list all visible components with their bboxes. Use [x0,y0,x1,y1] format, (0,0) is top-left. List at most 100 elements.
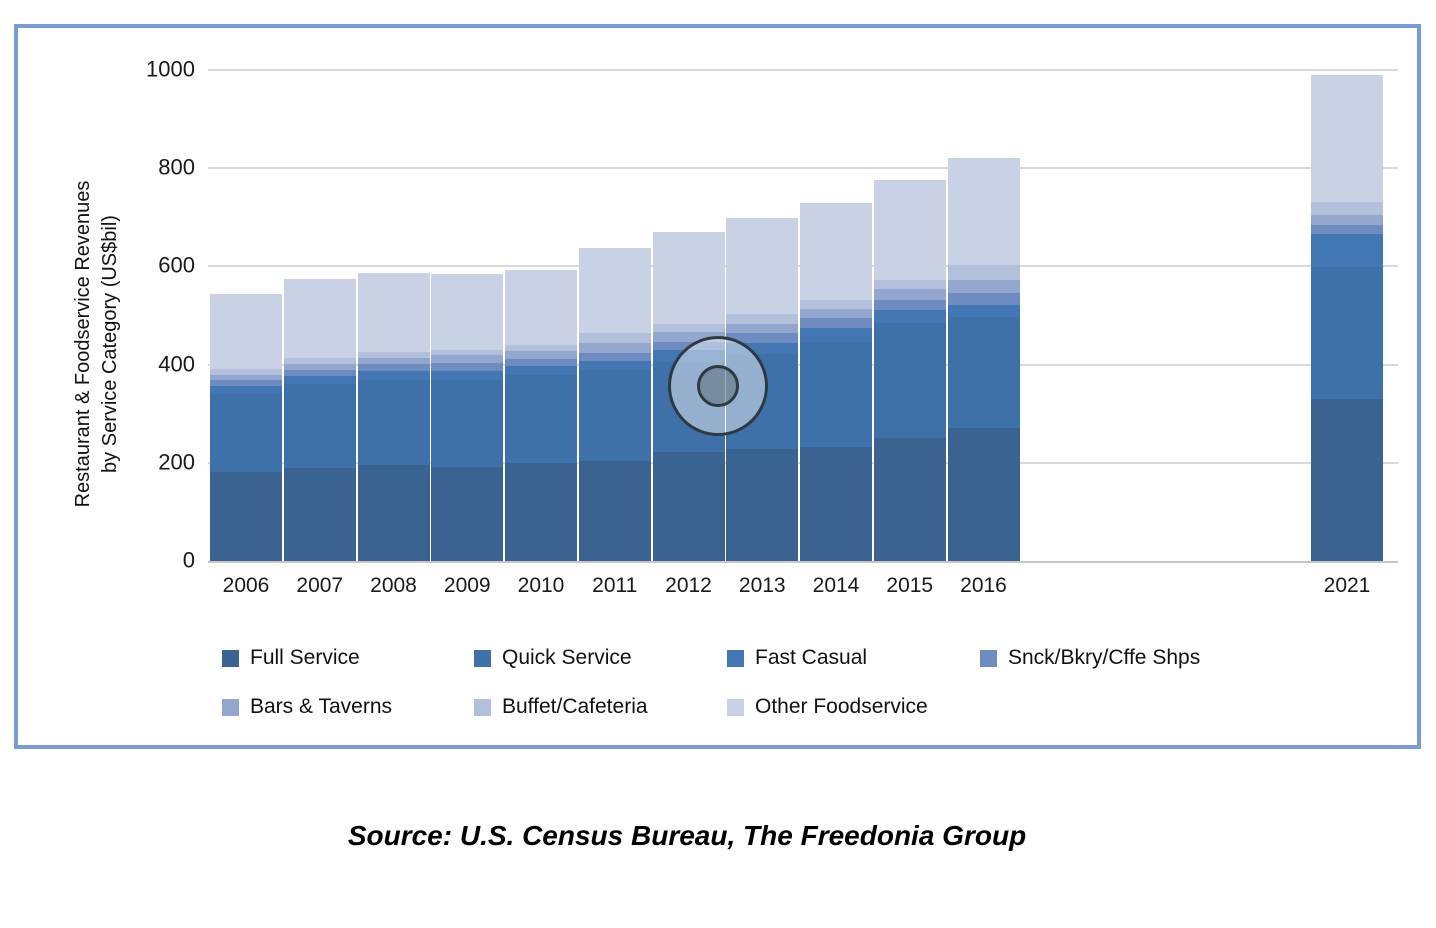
y-tick-label-600: 600 [158,252,195,278]
bar-segment-2016-fast-casual [947,305,1020,318]
bar-segment-2016-quick-service [947,317,1020,428]
bar-segment-2013-fast-casual [726,342,799,354]
bar-segment-2008-fast-casual [357,370,430,381]
legend-label: Fast Casual [755,646,868,669]
legend-item-quick-service: Quick Service [474,646,632,669]
bar-segment-2011-bars-taverns [578,342,651,353]
bar-segment-2016-buffet-cafeteria [947,265,1020,281]
bar-segment-2008-snck-bkry-cffe-shps [357,363,430,371]
bar-segment-2009-snck-bkry-cffe-shps [431,363,504,371]
x-axis-label-2014: 2014 [812,574,860,597]
bar-segment-2009-full-service [431,466,504,561]
legend-swatch-icon [980,649,997,667]
bar-segment-2010-buffet-cafeteria [505,344,577,351]
bar-segment-2009-bars-taverns [431,355,504,364]
bar-segment-2010-full-service [505,462,577,561]
bar-segment-2012-full-service [652,452,725,561]
y-tick-label-400: 400 [158,351,195,377]
bar-segment-2014-bars-taverns [800,308,872,318]
bar-segment-2021-buffet-cafeteria [1311,202,1383,216]
x-axis-label-2006: 2006 [222,574,270,597]
x-axis-label-2009: 2009 [443,574,491,597]
bar-segment-2007-full-service [283,467,356,561]
bar-segment-2010-other-foodservice [505,270,577,345]
bar-segment-2007-buffet-cafeteria [283,357,356,364]
legend-label: Bars & Taverns [250,695,393,718]
legend-item-bars-taverns: Bars & Taverns [222,695,393,718]
bar-segment-2011-snck-bkry-cffe-shps [578,352,651,361]
bar-segment-2008-other-foodservice [357,272,430,353]
bar-segment-2008-buffet-cafeteria [357,352,430,358]
bar-segment-2016-full-service [947,427,1020,561]
x-axis-label-2012: 2012 [665,574,712,597]
y-tick-label-0: 0 [182,547,195,573]
bar-segment-2006-full-service [210,472,282,561]
x-axis-label-2016: 2016 [960,574,1007,597]
x-axis-label-2021: 2021 [1323,574,1371,597]
legend-label: Buffet/Cafeteria [502,695,648,718]
bar-segment-2011-full-service [578,460,651,561]
bar-segment-2006-fast-casual [210,386,282,394]
x-axis-line [208,561,1398,563]
bar-segment-2011-buffet-cafeteria [578,332,651,343]
bar-segment-2010-quick-service [505,375,577,463]
legend-label: Snck/Bkry/Cffe Shps [1008,646,1201,669]
bar-segment-2015-fast-casual [873,310,946,323]
bar-segment-2021-other-foodservice [1311,74,1383,203]
bar-segment-2015-quick-service [873,322,946,439]
x-axis-label-2011: 2011 [592,574,638,597]
bar-segment-2013-bars-taverns [726,323,799,333]
bar-segment-2007-fast-casual [283,375,356,385]
bar-segment-2007-snck-bkry-cffe-shps [283,370,356,376]
bar-segment-2021-bars-taverns [1311,215,1383,226]
bar-segment-2009-quick-service [431,380,504,467]
bar-segment-2007-other-foodservice [283,278,356,358]
bar-segment-2009-other-foodservice [431,273,504,351]
bar-segment-2014-quick-service [800,341,872,447]
bar-segment-2013-full-service [726,448,799,561]
bar-segment-2011-other-foodservice [578,247,651,333]
bar-segment-2015-buffet-cafeteria [873,279,946,290]
y-tick-label-800: 800 [158,154,195,180]
bar-segment-2006-quick-service [210,393,282,473]
bar-segment-2015-other-foodservice [873,180,946,280]
bar-segment-2008-full-service [357,465,430,561]
x-axis-label-2008: 2008 [370,574,417,597]
bar-segment-2012-buffet-cafeteria [652,323,725,333]
bar-segment-2014-fast-casual [800,327,872,342]
bar-segment-2006-bars-taverns [210,375,282,381]
bar-segment-2015-full-service [873,438,946,561]
legend-item-other-foodservice: Other Foodservice [727,695,928,718]
bar-segment-2010-fast-casual [505,366,577,376]
legend-label: Full Service [250,646,360,669]
bar-segment-2006-snck-bkry-cffe-shps [210,380,282,387]
bar-segment-2021-fast-casual [1311,234,1383,267]
gridline-1000 [208,69,1398,71]
bar-segment-2021-full-service [1311,398,1383,561]
legend-swatch-icon [727,698,744,716]
y-tick-label-1000: 1000 [146,56,195,82]
legend-swatch-icon [222,649,239,667]
bar-segment-2014-snck-bkry-cffe-shps [800,317,872,328]
legend-item-fast-casual: Fast Casual [727,646,868,669]
bar-segment-2010-bars-taverns [505,350,577,359]
bar-segment-2021-quick-service [1311,266,1383,399]
legend-swatch-icon [727,649,744,667]
bar-segment-2014-buffet-cafeteria [800,300,872,309]
legend-swatch-icon [474,649,491,667]
bar-segment-2011-fast-casual [578,360,651,370]
legend-swatch-icon [222,698,239,716]
bar-segment-2014-other-foodservice [800,202,872,301]
bar-segment-2013-buffet-cafeteria [726,314,799,324]
y-tick-label-200: 200 [158,449,195,475]
bar-segment-2016-other-foodservice [947,158,1020,266]
x-axis-label-2010: 2010 [517,574,565,597]
legend-item-snck-bkry-cffe-shps: Snck/Bkry/Cffe Shps [980,646,1201,669]
click-indicator-inner-dot [697,365,739,408]
bar-segment-2016-snck-bkry-cffe-shps [947,293,1020,306]
legend-swatch-icon [474,698,491,716]
bar-segment-2010-snck-bkry-cffe-shps [505,358,577,367]
bar-segment-2012-bars-taverns [652,332,725,342]
bar-segment-2016-bars-taverns [947,280,1020,294]
bar-segment-2011-quick-service [578,370,651,461]
